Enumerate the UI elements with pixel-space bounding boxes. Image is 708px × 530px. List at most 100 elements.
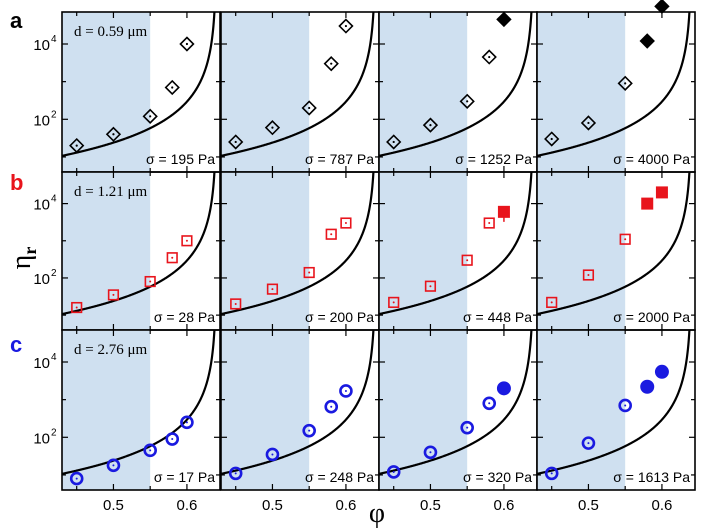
open-diamond-marker [580,115,597,131]
filled-diamond-marker [639,33,655,49]
sigma-label: σ = 320 Pa [463,469,532,485]
panel-frame [61,329,221,491]
open-circle-marker [265,447,280,462]
x-tick-label: 0.5 [103,497,124,514]
shaded-region [379,172,468,330]
open-diamond-marker [338,18,354,34]
shaded-region [537,330,626,490]
marker-dot [185,239,188,242]
open-circle-marker [324,399,339,414]
open-diamond-marker [481,49,497,65]
y-tick-exponent: 2 [51,109,57,120]
panel-frame [536,329,696,491]
y-tick-label: 10 [33,355,50,372]
y-tick-exponent: 4 [51,352,57,363]
open-diamond-marker [617,75,633,92]
open-square-marker [266,283,279,295]
marker-dot [185,421,188,424]
open-square-marker [424,280,437,292]
open-square-marker [582,269,595,281]
marker-dot [429,124,432,127]
y-axis-title-sub: r [20,247,40,255]
panel-a-3: σ = 1252 Pa [378,11,538,173]
panel-b-4: σ = 2000 Pa [536,171,696,331]
marker-dot [550,137,553,141]
filled-diamond-marker [496,11,512,28]
diameter-label: d = 2.76 μm [74,342,148,358]
marker-dot [392,140,395,144]
marker-dot [392,301,395,304]
filled-square-marker [655,186,668,199]
x-axis-title: φ [369,498,385,529]
open-square-marker [71,301,83,314]
marker-dot [344,389,347,392]
x-tick-label: 0.5 [578,497,599,514]
sigma-label: σ = 1252 Pa [455,151,532,167]
marker-dot [550,472,553,475]
open-diamond-marker [179,36,195,52]
svg-text:ηr: ηr [6,247,40,270]
filled-circle-marker [654,364,669,379]
open-circle-marker [581,436,596,450]
y-axis-title-main: η [6,255,37,270]
panel-b-2: σ = 200 Pa [220,171,380,331]
marker-dot [429,451,432,454]
marker-dot [429,285,432,288]
marker-dot [344,24,348,28]
sigma-label: σ = 448 Pa [463,309,532,325]
marker-dot [112,464,115,467]
open-circle-marker [618,398,632,413]
marker-dot [587,121,590,125]
open-diamond-marker [228,134,244,150]
marker-dot [171,256,174,259]
marker-dot [149,115,152,118]
shaded-region [537,12,626,172]
marker-dot [75,144,78,147]
marker-dot [171,86,174,89]
filled-circle-marker [640,379,655,394]
marker-dot [75,306,78,309]
open-diamond-marker [164,79,180,96]
open-square-marker [144,275,156,288]
marker-dot [149,449,152,452]
fit-curve [221,330,375,475]
open-circle-marker [339,384,353,398]
open-diamond-marker [301,100,317,116]
open-diamond-marker [264,120,281,136]
panel-b-3: σ = 448 Pa [378,171,538,331]
marker-dot [466,259,469,262]
y-tick-exponent: 2 [51,427,57,438]
open-circle-marker [143,443,157,458]
marker-dot [308,429,311,432]
open-circle-marker [180,415,194,430]
fit-curve [537,12,691,157]
fit-curve [537,172,691,316]
open-circle-marker [106,458,121,473]
open-diamond-marker [323,56,339,72]
y-tick-label: 10 [33,197,50,214]
sigma-label: σ = 787 Pa [305,151,374,167]
x-tick-label: 0.6 [336,497,357,514]
row-letter-c: c [10,332,22,357]
open-square-marker [461,254,473,266]
marker-dot [271,288,274,291]
x-tick-label: 0.6 [177,497,198,514]
marker-dot [330,62,333,65]
open-square-marker [340,217,352,229]
fit-curve [379,330,533,475]
marker-dot [234,302,237,305]
open-square-marker [388,296,400,308]
open-circle-marker [460,420,474,435]
marker-dot [234,140,237,144]
x-tick-label: 0.5 [420,497,441,514]
open-circle-marker [386,465,401,479]
marker-dot [75,477,78,480]
marker-dot [234,472,237,475]
sigma-label: σ = 17 Pa [154,469,215,485]
sigma-label: σ = 4000 Pa [613,151,690,167]
marker-dot [392,470,395,473]
